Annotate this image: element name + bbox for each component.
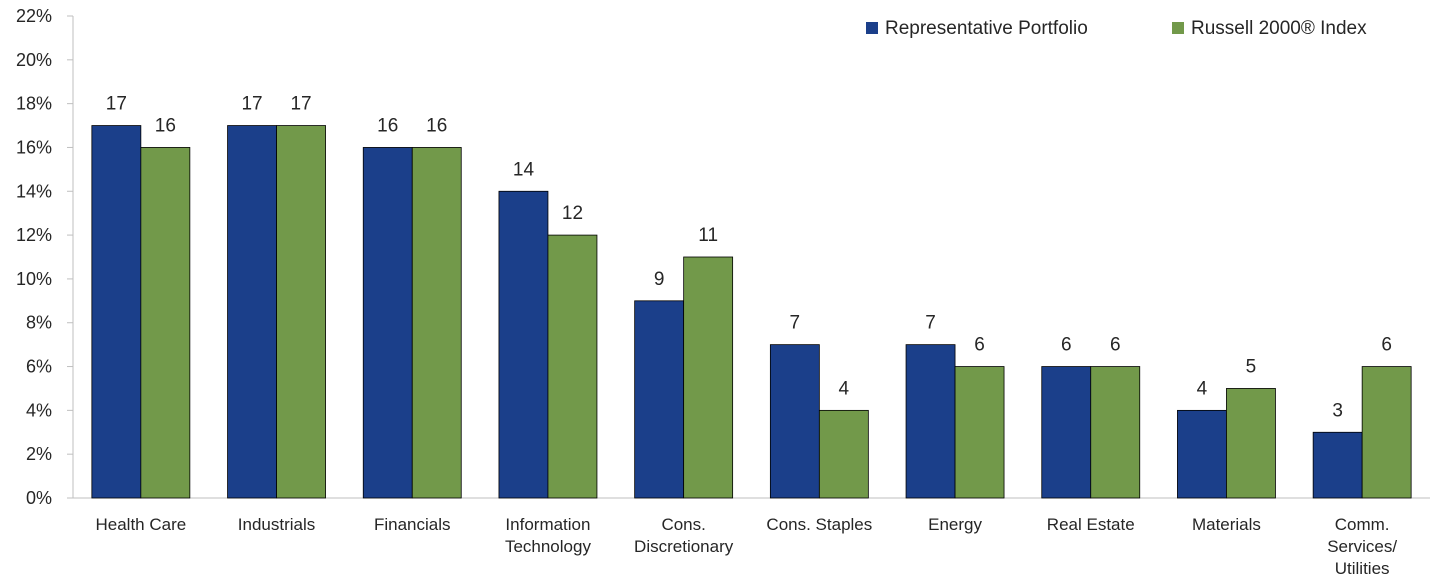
data-label-portfolio: 6: [1061, 335, 1072, 356]
bar-portfolio: [362, 147, 413, 499]
y-tick-label: 16%: [16, 137, 52, 157]
category-label-line: Cons. Staples: [766, 515, 872, 534]
data-label-portfolio: 16: [377, 115, 398, 136]
data-label-index: 17: [290, 94, 311, 115]
category-label-line: Real Estate: [1047, 515, 1135, 534]
legend-index-swatch: [1172, 22, 1184, 34]
category-label: Industrials: [238, 515, 315, 534]
y-tick-label: 12%: [16, 225, 52, 245]
data-label-index: 6: [974, 335, 985, 356]
bar-portfolio: [905, 344, 956, 499]
category-label: Comm. Services/Utilities: [1327, 515, 1397, 578]
category-label-line: Cons.: [661, 515, 705, 534]
bar-index: [140, 147, 191, 499]
bar-index: [954, 366, 1005, 499]
bar-portfolio: [1041, 366, 1092, 499]
bar-portfolio: [498, 190, 549, 499]
bar-index: [411, 147, 462, 499]
y-tick-label: 20%: [16, 50, 52, 70]
y-tick-label: 8%: [26, 313, 52, 333]
bar-index: [1361, 366, 1412, 499]
bar-portfolio: [91, 125, 142, 499]
y-tick-label: 18%: [16, 94, 52, 114]
y-tick-label: 14%: [16, 181, 52, 201]
data-label-index: 4: [839, 378, 850, 399]
bar-index: [818, 409, 869, 499]
data-label-portfolio: 3: [1332, 400, 1343, 421]
data-label-portfolio: 17: [106, 94, 127, 115]
category-label-line: Health Care: [95, 515, 186, 534]
category-label-line: Discretionary: [634, 537, 734, 556]
data-label-portfolio: 14: [513, 159, 535, 180]
bar-index: [1226, 388, 1276, 499]
data-label-index: 6: [1381, 335, 1392, 356]
category-label: Cons. Staples: [766, 515, 872, 534]
category-label-line: Comm.: [1335, 515, 1390, 534]
legend-index-label: Russell 2000® Index: [1191, 18, 1367, 39]
data-label-index: 16: [426, 115, 447, 136]
data-label-portfolio: 7: [925, 313, 936, 334]
bar-portfolio: [634, 300, 685, 499]
y-tick-label: 4%: [26, 400, 52, 420]
category-label-line: Technology: [505, 537, 592, 556]
category-label: Financials: [374, 515, 451, 534]
category-label-line: Industrials: [238, 515, 315, 534]
legend-portfolio-swatch: [866, 22, 878, 34]
category-label: Health Care: [95, 515, 186, 534]
category-label: Cons. Discretionary: [634, 515, 734, 556]
data-label-portfolio: 9: [654, 269, 665, 290]
category-label-line: Financials: [374, 515, 451, 534]
data-label-portfolio: 4: [1197, 378, 1208, 399]
data-label-portfolio: 7: [790, 313, 801, 334]
data-label-index: 12: [562, 203, 583, 224]
y-tick-label: 22%: [16, 6, 52, 26]
y-tick-label: 10%: [16, 269, 52, 289]
bar-index: [683, 256, 734, 499]
data-label-index: 6: [1110, 335, 1121, 356]
data-label-index: 5: [1246, 356, 1257, 377]
bar-portfolio: [769, 344, 820, 499]
bar-index: [547, 234, 598, 499]
bar-portfolio: [1312, 431, 1363, 499]
y-tick-label: 6%: [26, 357, 52, 377]
category-label: Real Estate: [1047, 515, 1135, 534]
bar-portfolio: [227, 125, 277, 499]
category-label-line: Materials: [1192, 515, 1261, 534]
category-label: Materials: [1192, 515, 1261, 534]
category-label-line: Services/: [1327, 537, 1397, 556]
data-label-portfolio: 17: [241, 94, 262, 115]
category-label-line: Information: [505, 515, 590, 534]
data-label-index: 16: [155, 115, 176, 136]
bar-index: [1090, 366, 1141, 499]
category-label-line: Utilities: [1335, 559, 1390, 578]
bar-portfolio: [1177, 409, 1227, 499]
category-label: Information Technology: [505, 515, 592, 556]
category-label: Energy: [928, 515, 982, 534]
y-tick-label: 2%: [26, 444, 52, 464]
category-label-line: Energy: [928, 515, 982, 534]
bar-index: [276, 125, 326, 499]
data-label-index: 11: [698, 225, 718, 246]
legend-portfolio-label: Representative Portfolio: [885, 18, 1088, 39]
y-tick-label: 0%: [26, 488, 52, 508]
